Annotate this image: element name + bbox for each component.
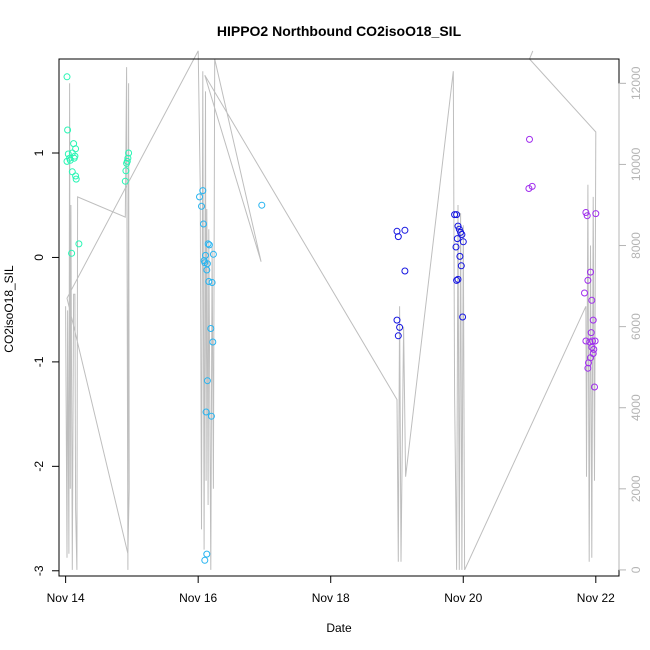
data-point-35 bbox=[209, 250, 217, 258]
data-point-3 bbox=[64, 150, 72, 158]
data-point-62 bbox=[454, 275, 462, 283]
data-point-85 bbox=[585, 359, 592, 367]
data-point-86 bbox=[584, 364, 592, 372]
y-tick-label: -3 bbox=[32, 565, 46, 576]
data-point-38 bbox=[203, 377, 211, 385]
data-point-11 bbox=[68, 168, 76, 176]
data-point-24 bbox=[199, 187, 207, 195]
data-point-74 bbox=[588, 296, 596, 304]
y2-tick-label: 0 bbox=[629, 566, 643, 573]
y2-tick-label: 2000 bbox=[629, 475, 643, 502]
altitude-layer bbox=[65, 50, 597, 571]
y2-tick-label: 4000 bbox=[629, 394, 643, 421]
data-point-9 bbox=[71, 152, 79, 160]
x-tick-label: Nov 20 bbox=[444, 591, 482, 605]
data-point-45 bbox=[394, 233, 402, 241]
data-point-80 bbox=[591, 337, 599, 345]
data-point-47 bbox=[401, 267, 409, 275]
data-point-70 bbox=[592, 210, 600, 218]
x-axis-label: Date bbox=[326, 621, 352, 635]
data-point-69 bbox=[583, 212, 591, 220]
data-point-28 bbox=[202, 251, 209, 259]
data-point-59 bbox=[452, 243, 460, 251]
data-point-73 bbox=[581, 289, 588, 297]
data-point-63 bbox=[453, 276, 461, 284]
data-point-36 bbox=[207, 325, 215, 332]
chart-title: HIPPO2 Northbound CO2isoO18_SIL bbox=[217, 23, 462, 39]
data-point-19 bbox=[123, 157, 131, 165]
data-point-56 bbox=[458, 231, 466, 238]
points-layer bbox=[63, 73, 600, 564]
data-point-68 bbox=[582, 209, 590, 216]
data-point-15 bbox=[75, 240, 83, 248]
data-point-64 bbox=[459, 313, 467, 321]
data-point-67 bbox=[528, 182, 536, 190]
data-point-16 bbox=[121, 177, 129, 185]
y2-tick-label: 10000 bbox=[629, 147, 643, 181]
x-tick-label: Nov 14 bbox=[47, 591, 85, 605]
data-point-49 bbox=[396, 323, 404, 331]
data-point-77 bbox=[582, 337, 590, 345]
data-point-30 bbox=[203, 260, 211, 268]
data-point-72 bbox=[587, 268, 594, 276]
y-tick-label: 0 bbox=[32, 254, 46, 261]
data-point-82 bbox=[590, 345, 598, 353]
data-point-46 bbox=[401, 226, 409, 234]
data-point-22 bbox=[196, 193, 203, 201]
data-point-60 bbox=[456, 252, 464, 260]
y2-tick-label: 12000 bbox=[629, 66, 643, 100]
y-axis-label: CO2isoO18_SIL bbox=[2, 265, 16, 353]
data-point-75 bbox=[589, 316, 597, 324]
axes-layer: Nov 14 Nov 16 Nov 18 Nov 20 Nov 22 1 0 -1 -2 -3 0 2… bbox=[32, 66, 643, 605]
data-point-40 bbox=[207, 412, 215, 420]
x-tick-label: Nov 16 bbox=[179, 591, 217, 605]
data-point-42 bbox=[201, 556, 209, 564]
data-point-87 bbox=[591, 383, 598, 391]
altitude-line bbox=[65, 50, 597, 571]
y-tick-label: -1 bbox=[32, 356, 46, 367]
y2-tick-label: 8000 bbox=[629, 232, 643, 259]
data-point-50 bbox=[394, 332, 402, 340]
data-point-14 bbox=[68, 249, 76, 257]
data-point-48 bbox=[393, 316, 401, 324]
data-point-23 bbox=[198, 202, 205, 210]
data-point-21 bbox=[125, 149, 133, 157]
data-point-76 bbox=[587, 329, 595, 337]
data-point-39 bbox=[202, 408, 210, 416]
data-point-0 bbox=[63, 73, 71, 81]
data-point-25 bbox=[200, 220, 207, 228]
y2-tick-label: 6000 bbox=[629, 313, 643, 340]
data-point-17 bbox=[122, 167, 130, 175]
data-point-71 bbox=[584, 276, 592, 284]
data-point-33 bbox=[205, 278, 213, 285]
data-point-32 bbox=[205, 241, 213, 249]
data-point-20 bbox=[124, 154, 132, 162]
data-point-34 bbox=[208, 279, 216, 286]
data-point-37 bbox=[209, 338, 217, 346]
data-point-58 bbox=[459, 238, 467, 246]
x-tick-label: Nov 18 bbox=[312, 591, 350, 605]
data-point-53 bbox=[454, 222, 462, 230]
x-tick-label: Nov 22 bbox=[577, 591, 615, 605]
data-point-5 bbox=[66, 156, 74, 164]
data-point-12 bbox=[72, 172, 80, 180]
data-point-65 bbox=[526, 135, 533, 143]
data-point-43 bbox=[258, 201, 266, 209]
data-point-57 bbox=[453, 235, 461, 243]
data-point-61 bbox=[457, 262, 465, 270]
data-point-31 bbox=[204, 240, 212, 248]
data-point-41 bbox=[203, 550, 211, 558]
data-point-51 bbox=[451, 211, 459, 219]
data-point-52 bbox=[453, 211, 461, 219]
data-point-1 bbox=[64, 126, 72, 134]
data-point-13 bbox=[72, 175, 80, 183]
y-tick-label: 1 bbox=[32, 149, 46, 156]
y-tick-label: -2 bbox=[32, 461, 46, 472]
data-point-10 bbox=[72, 145, 80, 153]
